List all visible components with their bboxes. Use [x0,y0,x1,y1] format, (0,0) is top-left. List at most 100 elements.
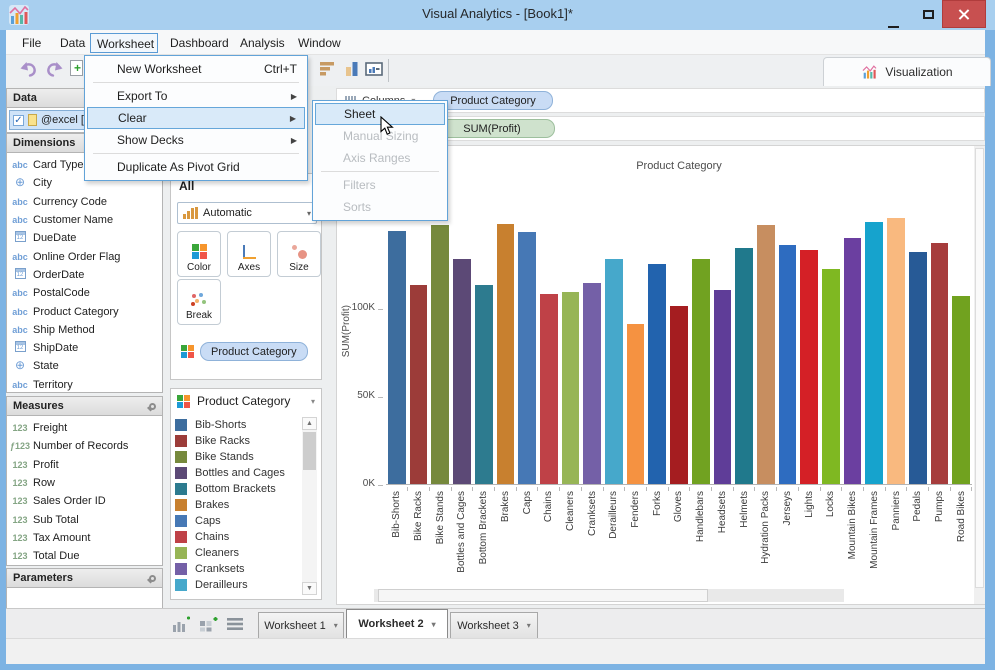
axes-button[interactable]: Axes [227,231,271,277]
bar-handlebars[interactable] [691,259,710,484]
color-button[interactable]: Color [177,231,221,277]
legend-scrollbar[interactable]: ▲ ▼ [302,417,317,595]
legend-item-bottom-brackets[interactable]: Bottom Brackets [175,481,301,497]
dimension-state[interactable]: ⊕ State [7,357,162,375]
submenu-item-sheet[interactable]: Sheet [315,103,445,125]
columns-pill[interactable]: Product Category [433,91,553,110]
scrollbar-thumb[interactable] [303,432,316,470]
scroll-up-icon[interactable]: ▲ [302,417,317,430]
menu-item-clear[interactable]: Clear ▶ [87,107,305,129]
menu-dashboard[interactable]: Dashboard [170,36,229,50]
dimension-shipdate[interactable]: ShipDate [7,339,162,357]
scrollbar-thumb[interactable] [975,148,984,588]
maximize-button[interactable] [914,0,942,28]
legend-header[interactable]: Product Category ▾ [177,394,315,408]
bar-gloves[interactable] [670,306,688,484]
bar-mountain-bikes[interactable] [843,238,862,484]
bar-bottles-and-cages[interactable] [453,259,471,484]
measure-profit[interactable]: 123 Profit [7,456,162,474]
bar-helmets[interactable] [735,248,753,484]
dimension-card-type[interactable]: abc Card Type [7,156,162,174]
bar-pumps[interactable] [930,243,949,484]
tab-worksheet-2[interactable]: Worksheet 2 ▾ [346,609,448,639]
dimension-duedate[interactable]: DueDate [7,229,162,247]
legend-item-derailleurs[interactable]: Derailleurs [175,577,301,593]
size-button[interactable]: Size [277,231,321,277]
menu-item-export-to[interactable]: Export To ▶ [87,85,305,107]
vertical-scrollbar[interactable] [974,146,985,604]
bar-bottom-brackets[interactable] [474,285,493,484]
marks-pill[interactable]: Product Category [200,342,308,361]
break-button[interactable]: Break [177,279,221,325]
bar-pedals[interactable] [908,252,927,484]
measure-number-of-records[interactable]: ƒ123 Number of Records [7,437,162,455]
measure-freight[interactable]: 123 Freight [7,419,162,437]
dimension-postalcode[interactable]: abc PostalCode [7,284,162,302]
bar-mountain-frames[interactable] [865,222,884,484]
bar-fenders[interactable] [626,324,645,484]
measure-tax-amount[interactable]: 123 Tax Amount [7,529,162,547]
legend-item-bike-stands[interactable]: Bike Stands [175,449,301,465]
menu-item-new-worksheet[interactable]: New Worksheet Ctrl+T [87,58,305,80]
swap-axes-button[interactable] [344,60,360,77]
search-icon[interactable] [149,402,156,410]
legend-item-bottles-and-cages[interactable]: Bottles and Cages [175,465,301,481]
bar-panniers[interactable] [887,218,905,484]
menu-worksheet[interactable]: Worksheet [90,33,158,53]
minimize-button[interactable] [886,0,914,28]
bar-bike-stands[interactable] [431,225,450,484]
show-labels-button[interactable] [364,60,384,77]
legend-item-chains[interactable]: Chains [175,529,301,545]
menu-analysis[interactable]: Analysis [240,36,285,50]
dimension-city[interactable]: ⊕ City [7,174,162,192]
bar-road-bikes[interactable] [952,296,970,484]
legend-item-brakes[interactable]: Brakes [175,497,301,513]
menu-item-duplicate-as-pivot-grid[interactable]: Duplicate As Pivot Grid [87,156,305,178]
measure-sales-order-id[interactable]: 123 Sales Order ID [7,492,162,510]
measure-sub-total[interactable]: 123 Sub Total [7,510,162,528]
legend-item-cranksets[interactable]: Cranksets [175,561,301,577]
menu-data[interactable]: Data [60,36,86,50]
close-button[interactable] [942,0,986,28]
dimension-customer-name[interactable]: abc Customer Name [7,211,162,229]
undo-button[interactable] [18,60,39,78]
bar-forks[interactable] [648,264,667,484]
dimension-online-order-flag[interactable]: abc Online Order Flag [7,247,162,265]
search-icon[interactable] [149,574,156,582]
mark-type-dropdown[interactable]: Automatic ▾ [177,202,317,224]
legend-item-bike-racks[interactable]: Bike Racks [175,433,301,449]
dimension-product-category[interactable]: abc Product Category [7,302,162,320]
bar-derailleurs[interactable] [605,259,623,484]
bar-locks[interactable] [822,269,840,484]
dimension-territory[interactable]: abc Territory [7,376,162,394]
visualization-tab[interactable]: Visualization [823,57,991,86]
new-dashboard-icon[interactable] [199,616,219,638]
measure-total-due[interactable]: 123 Total Due [7,547,162,565]
bar-brakes[interactable] [496,224,515,484]
bar-bib-shorts[interactable] [388,231,406,484]
menu-window[interactable]: Window [298,36,341,50]
sort-descending-button[interactable] [319,60,337,76]
measure-row[interactable]: 123 Row [7,474,162,492]
redo-button[interactable] [44,60,65,78]
scroll-down-icon[interactable]: ▼ [302,582,317,595]
bar-chains[interactable] [539,294,558,484]
tab-worksheet-1[interactable]: Worksheet 1 ▾ [258,612,344,639]
new-worksheet-icon[interactable] [172,616,192,638]
legend-item-bib-shorts[interactable]: Bib-Shorts [175,417,301,433]
bar-jerseys[interactable] [778,245,797,484]
menu-item-show-decks[interactable]: Show Decks ▶ [87,129,305,151]
bar-bike-racks[interactable] [409,285,428,484]
legend-item-caps[interactable]: Caps [175,513,301,529]
bar-lights[interactable] [800,250,819,484]
rows-pill[interactable]: SUM(Profit) [429,119,555,138]
dimension-currency-code[interactable]: abc Currency Code [7,193,162,211]
bar-headsets[interactable] [713,290,732,484]
bar-cranksets[interactable] [583,283,602,484]
menu-file[interactable]: File [22,36,42,50]
bar-cleaners[interactable] [561,292,580,484]
dimension-ship-method[interactable]: abc Ship Method [7,321,162,339]
bar-hydration-packs[interactable] [756,225,775,484]
scrollbar-thumb[interactable] [378,589,708,602]
sheet-list-icon[interactable] [226,616,244,637]
